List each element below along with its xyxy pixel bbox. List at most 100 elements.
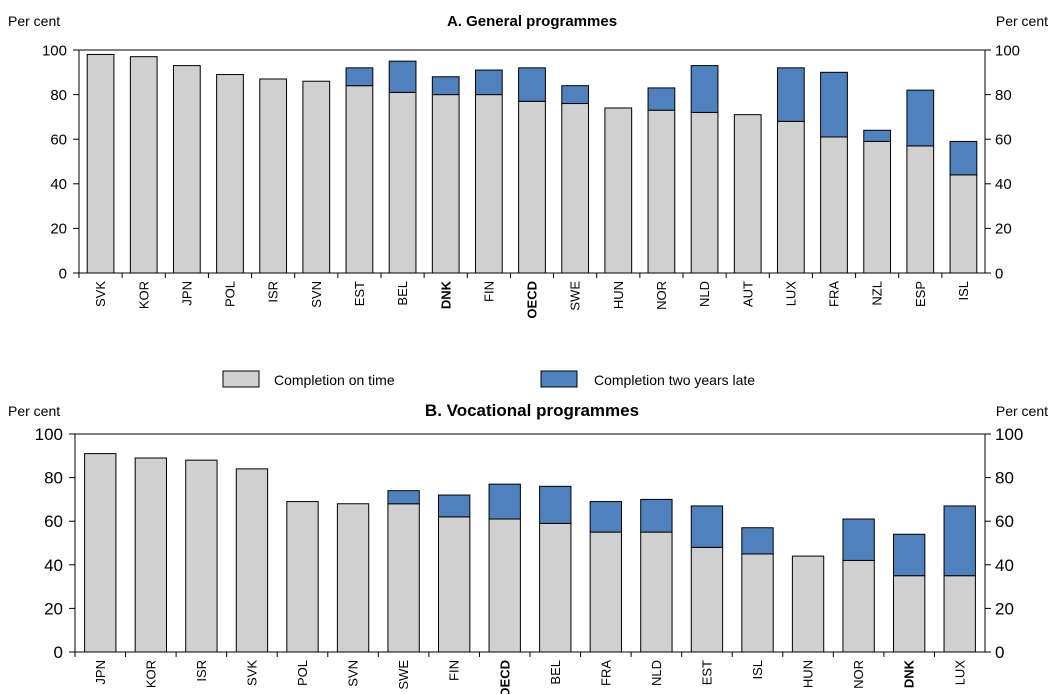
category-label-dnk: DNK bbox=[902, 659, 917, 688]
panel-a-ylabel-right: Per cent bbox=[996, 13, 1048, 29]
bar-late-nor bbox=[647, 87, 676, 111]
category-label-swe: SWE bbox=[568, 281, 583, 311]
category-label-nor: NOR bbox=[851, 660, 866, 689]
bar-on-time-est bbox=[690, 546, 724, 653]
bar-on-time-aut bbox=[733, 114, 762, 274]
bar-on-time-fin bbox=[474, 94, 503, 274]
y-tick-label-left: 60 bbox=[44, 512, 63, 531]
bar-late-fin bbox=[437, 494, 471, 518]
category-label-nzl: NZL bbox=[870, 281, 885, 306]
y-tick-label-left: 100 bbox=[35, 425, 63, 444]
y-tick-label-left: 40 bbox=[50, 176, 67, 193]
bar-on-time-fra bbox=[589, 531, 623, 653]
category-label-jpn: JPN bbox=[93, 660, 108, 685]
bar-on-time-nld bbox=[640, 531, 673, 653]
bar-on-time-lux bbox=[943, 575, 976, 653]
panel-b-title: B. Vocational programmes bbox=[425, 401, 639, 420]
bar-on-time-isr bbox=[259, 78, 288, 274]
bar-on-time-jpn bbox=[84, 453, 117, 653]
bar-on-time-nzl bbox=[863, 140, 892, 274]
bar-on-time-swe bbox=[561, 103, 590, 274]
bar-late-isl bbox=[949, 140, 978, 176]
bar-on-time-esp bbox=[906, 145, 935, 274]
bar-late-est bbox=[345, 67, 374, 87]
bar-on-time-hun bbox=[604, 107, 633, 274]
category-label-jpn: JPN bbox=[179, 281, 194, 306]
panel-a-title: A. General programmes bbox=[447, 13, 617, 30]
category-label-esp: ESP bbox=[913, 281, 928, 307]
bar-on-time-bel bbox=[388, 91, 417, 274]
y-tick-label-right: 80 bbox=[995, 469, 1014, 488]
y-tick-label-left: 40 bbox=[44, 556, 63, 575]
y-tick-label-right: 20 bbox=[995, 599, 1014, 618]
bar-late-isl bbox=[741, 527, 774, 555]
bar-late-nld bbox=[690, 65, 719, 113]
bar-on-time-nld bbox=[690, 111, 719, 274]
bar-on-time-pol bbox=[216, 74, 244, 274]
legend: Completion on time Completion two years … bbox=[222, 370, 755, 388]
category-label-isl: ISL bbox=[956, 281, 971, 301]
bar-on-time-pol bbox=[286, 501, 319, 653]
bar-on-time-nor bbox=[842, 559, 875, 653]
category-label-pol: POL bbox=[295, 660, 310, 686]
bar-on-time-oecd bbox=[488, 518, 521, 653]
category-label-bel: BEL bbox=[548, 660, 563, 685]
category-label-fin: FIN bbox=[447, 660, 462, 681]
bar-late-swe bbox=[387, 490, 420, 505]
y-tick-label-left: 0 bbox=[54, 643, 63, 662]
bar-on-time-isr bbox=[185, 459, 218, 653]
y-tick-label-right: 60 bbox=[995, 512, 1014, 531]
bar-on-time-svn bbox=[302, 80, 331, 274]
bar-on-time-hun bbox=[791, 555, 825, 653]
bar-late-fra bbox=[589, 501, 623, 533]
bar-late-fin bbox=[474, 69, 503, 96]
bar-on-time-swe bbox=[387, 503, 420, 653]
panel-vocational-programmes: B. Vocational programmes Per cent Per ce… bbox=[8, 401, 1048, 694]
bar-on-time-fin bbox=[437, 516, 471, 653]
category-label-bel: BEL bbox=[395, 281, 410, 306]
bar-on-time-est bbox=[345, 85, 374, 274]
category-label-fra: FRA bbox=[598, 660, 613, 686]
category-label-nld: NLD bbox=[697, 281, 712, 307]
panel-general-programmes: A. General programmes Per cent Per cent … bbox=[8, 13, 1048, 319]
bar-late-bel bbox=[388, 60, 417, 93]
bar-late-oecd bbox=[488, 483, 521, 520]
category-label-fra: FRA bbox=[827, 281, 842, 307]
bar-on-time-lux bbox=[776, 120, 805, 274]
bar-on-time-bel bbox=[539, 522, 572, 653]
y-tick-label-left: 20 bbox=[50, 221, 67, 238]
y-tick-label-right: 40 bbox=[995, 556, 1014, 575]
category-label-oecd: OECD bbox=[497, 660, 512, 694]
legend-swatch-on-time bbox=[222, 370, 260, 388]
panel-b-ylabel-left: Per cent bbox=[8, 403, 60, 419]
bar-late-nzl bbox=[863, 129, 892, 142]
category-label-est: EST bbox=[699, 660, 714, 685]
y-tick-label-right: 0 bbox=[995, 265, 1003, 282]
bar-on-time-isl bbox=[949, 174, 978, 274]
y-tick-label-left: 60 bbox=[50, 131, 67, 148]
category-label-hun: HUN bbox=[611, 281, 626, 309]
legend-swatch-late bbox=[540, 370, 578, 388]
y-tick-label-right: 80 bbox=[995, 87, 1012, 104]
category-label-fin: FIN bbox=[481, 281, 496, 302]
category-label-lux: LUX bbox=[783, 281, 798, 307]
category-label-pol: POL bbox=[223, 281, 238, 307]
bar-on-time-fra bbox=[820, 136, 848, 274]
bar-late-dnk bbox=[892, 533, 926, 577]
bar-on-time-kor bbox=[134, 457, 168, 653]
category-label-aut: AUT bbox=[740, 281, 755, 307]
bar-late-esp bbox=[906, 89, 935, 147]
bar-late-lux bbox=[776, 67, 805, 122]
y-tick-label-left: 80 bbox=[50, 87, 67, 104]
y-tick-label-left: 20 bbox=[44, 599, 63, 618]
category-label-swe: SWE bbox=[396, 660, 411, 690]
category-label-nld: NLD bbox=[649, 660, 664, 686]
category-label-svk: SVK bbox=[93, 281, 108, 307]
y-tick-label-right: 40 bbox=[995, 176, 1012, 193]
bar-late-nld bbox=[640, 498, 673, 533]
bar-late-lux bbox=[943, 505, 976, 577]
bar-on-time-nor bbox=[647, 109, 676, 274]
category-label-est: EST bbox=[352, 281, 367, 306]
bar-on-time-svk bbox=[235, 468, 269, 653]
